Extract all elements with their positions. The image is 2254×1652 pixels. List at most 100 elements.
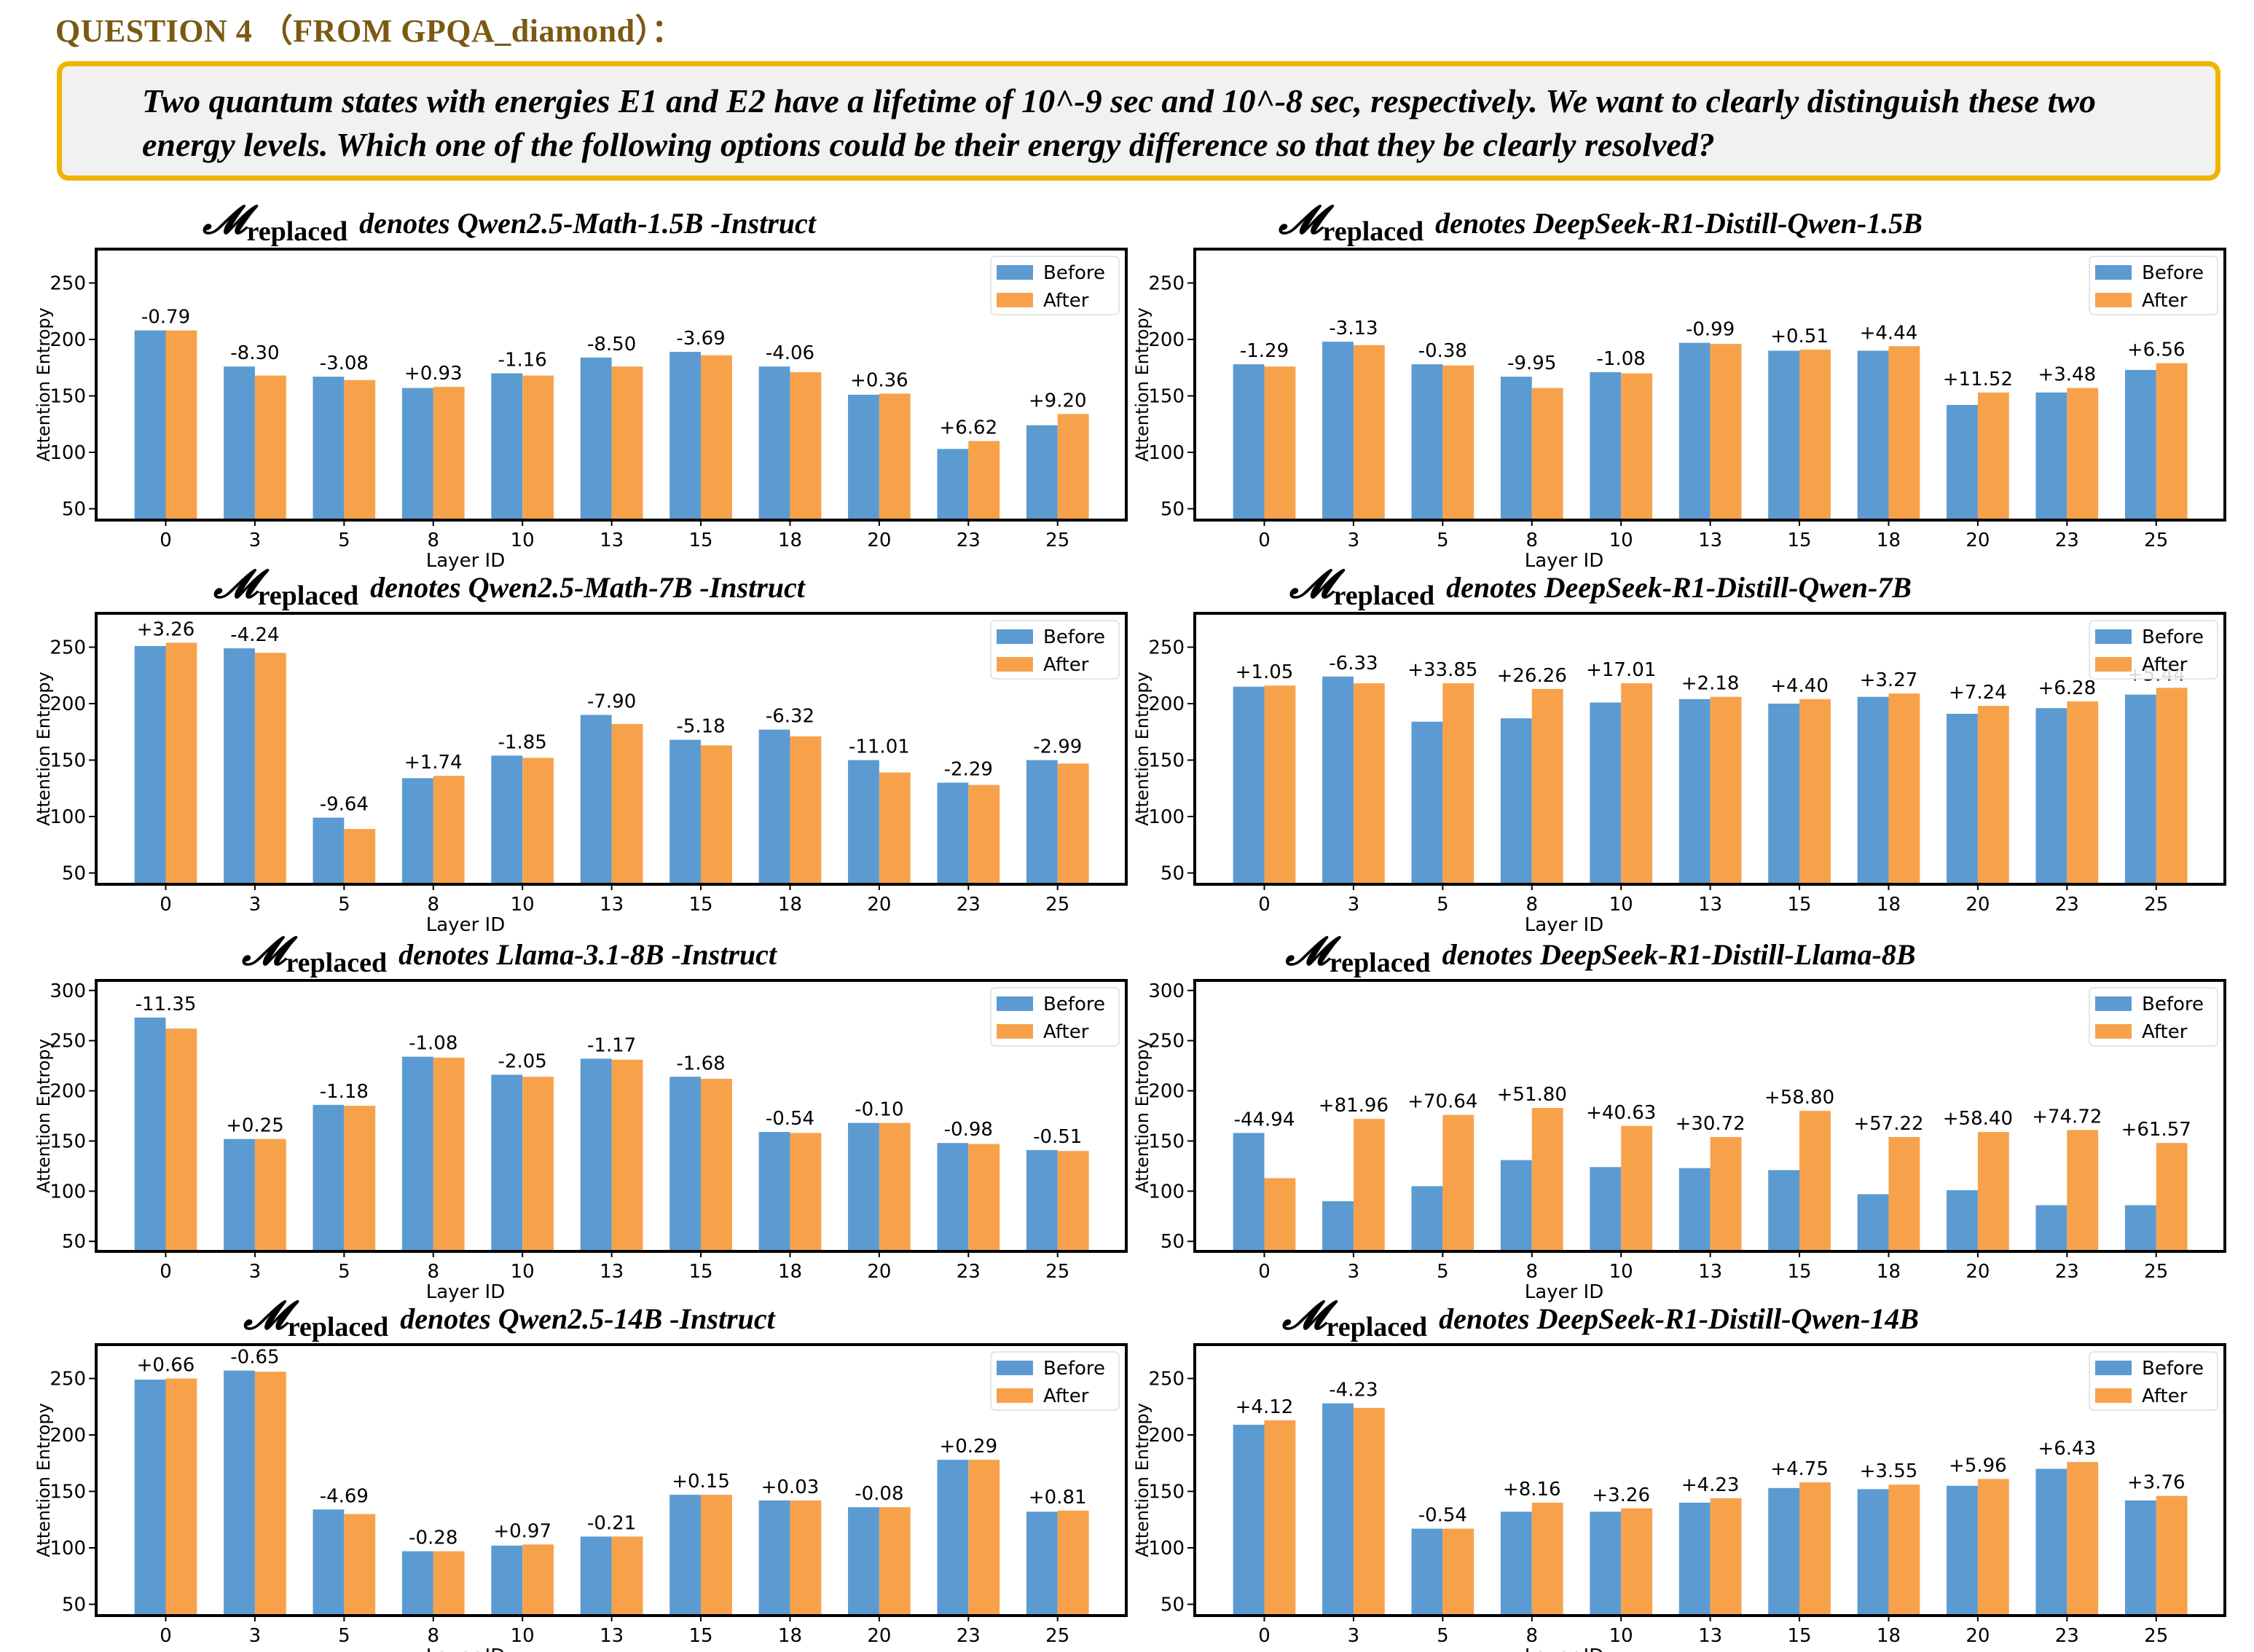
y-tick-label: 50: [1161, 499, 1185, 521]
data-label: +4.23: [1681, 1474, 1740, 1496]
bar-before: [2035, 1205, 2068, 1251]
x-tick-label: 8: [427, 530, 439, 551]
y-axis-label: Attention Entropy: [34, 307, 54, 462]
y-tick-label: 250: [1148, 273, 1185, 295]
data-label: +7.24: [1949, 682, 2007, 704]
x-tick-label: 18: [778, 1625, 802, 1647]
bar-before: [1411, 1186, 1443, 1251]
data-label: +6.56: [2127, 339, 2186, 361]
y-axis-label: Attention Entropy: [34, 672, 54, 826]
bar-before: [1678, 699, 1711, 884]
bar-after: [1710, 1136, 1742, 1251]
data-label: +4.12: [1236, 1396, 1294, 1418]
x-tick-label: 13: [1698, 530, 1722, 551]
data-label: -1.17: [587, 1034, 636, 1056]
bar-after: [790, 371, 822, 520]
y-tick-label: 150: [1148, 750, 1185, 772]
bar-after: [879, 772, 911, 884]
y-axis-label: Attention Entropy: [1132, 1039, 1152, 1193]
x-axis-label: Layer ID: [1525, 1281, 1603, 1303]
bar-after: [1710, 344, 1742, 520]
data-label: -1.18: [320, 1081, 369, 1103]
data-label: -3.08: [320, 353, 369, 374]
data-label: +0.81: [1029, 1487, 1087, 1509]
bar-after: [1264, 1178, 1296, 1251]
legend-label-after: After: [2142, 654, 2188, 676]
bar-before: [313, 377, 345, 520]
legend-label-before: Before: [2142, 626, 2204, 648]
plot-frame: [95, 612, 1128, 886]
x-tick-label: 25: [2144, 530, 2168, 551]
bar-after: [611, 1059, 643, 1251]
y-tick-label: 200: [50, 693, 86, 715]
y-tick-label: 300: [1148, 980, 1185, 1002]
legend-swatch-after: [997, 1024, 1033, 1039]
data-label: +5.96: [1949, 1455, 2007, 1476]
chart-title: 𝓜replaced denotes DeepSeek-R1-Distill-Qwe…: [1289, 562, 1912, 611]
chart-panel-3: 𝓜replaced denotes Qwen2.5-Math-7B -Instru…: [34, 562, 1128, 936]
bar-after: [2156, 1143, 2188, 1251]
bar-before: [1233, 364, 1265, 520]
chart-title: 𝓜replaced denotes Qwen2.5-Math-1.5B -Inst…: [202, 198, 817, 247]
plot-frame: [1193, 979, 2226, 1253]
bar-after: [1442, 683, 1474, 884]
y-tick-label: 250: [1148, 1369, 1185, 1391]
data-label: -7.90: [587, 691, 636, 713]
data-label: +4.75: [1770, 1458, 1829, 1480]
legend-swatch-before: [997, 629, 1033, 644]
x-tick-label: 15: [688, 1261, 712, 1283]
bar-before: [1233, 1425, 1265, 1616]
bar-after: [879, 1507, 911, 1616]
y-tick-label: 200: [1148, 693, 1185, 715]
y-tick-label: 150: [50, 1482, 86, 1503]
y-tick-label: 50: [1161, 863, 1185, 885]
bar-before: [1233, 686, 1265, 884]
bar-after: [254, 1372, 286, 1616]
data-label: -0.28: [409, 1527, 458, 1549]
y-tick-label: 300: [50, 980, 86, 1002]
plot-frame: [1193, 612, 2226, 886]
bar-after: [165, 1028, 197, 1251]
x-tick-label: 8: [1525, 1625, 1538, 1647]
chart-panel-5: 𝓜replaced denotes Llama-3.1-8B -Instruct 5…: [34, 929, 1128, 1303]
x-tick-label: 10: [511, 1261, 535, 1283]
data-label: -4.23: [1329, 1380, 1378, 1401]
x-tick-label: 13: [600, 894, 624, 916]
bar-after: [522, 758, 554, 884]
chart-title: 𝓜replaced denotes Qwen2.5-14B -Instruct: [243, 1294, 776, 1342]
x-tick-label: 18: [1877, 894, 1901, 916]
data-label: +0.29: [939, 1436, 997, 1458]
x-tick-label: 23: [2055, 894, 2079, 916]
x-tick-label: 20: [867, 1625, 891, 1647]
bar-before: [937, 1460, 969, 1616]
data-label: +1.05: [1236, 661, 1294, 683]
bar-after: [790, 736, 822, 884]
legend-label-before: Before: [1043, 262, 1105, 284]
bar-after: [1264, 366, 1296, 520]
page-header-title: QUESTION 4 （FROM GPQA_diamond）：: [55, 13, 684, 49]
data-label: +74.72: [2032, 1106, 2102, 1128]
data-label: -11.01: [849, 736, 910, 758]
x-tick-label: 25: [1045, 1261, 1069, 1283]
bar-after: [1888, 693, 1920, 884]
bar-before: [491, 1545, 523, 1616]
x-axis-label: Layer ID: [426, 914, 505, 936]
y-tick-label: 100: [50, 1181, 86, 1203]
bar-after: [968, 784, 1000, 884]
data-label: +2.18: [1681, 673, 1740, 695]
bar-before: [848, 394, 879, 520]
x-tick-label: 3: [1348, 1625, 1360, 1647]
data-label: -4.69: [320, 1485, 369, 1507]
bar-before: [491, 1074, 523, 1251]
bar-before: [669, 1495, 702, 1616]
legend-swatch-after: [2095, 1024, 2132, 1039]
bar-after: [790, 1500, 822, 1616]
bar-after: [1442, 1114, 1474, 1251]
data-label: +11.52: [1943, 369, 2013, 390]
bar-after: [1531, 1503, 1563, 1616]
chart-title: 𝓜replaced denotes Llama-3.1-8B -Instruct: [241, 929, 778, 978]
x-tick-label: 0: [1258, 1625, 1271, 1647]
bar-after: [2067, 1130, 2099, 1251]
bar-after: [1264, 1420, 1296, 1616]
bar-before: [1026, 1149, 1058, 1251]
